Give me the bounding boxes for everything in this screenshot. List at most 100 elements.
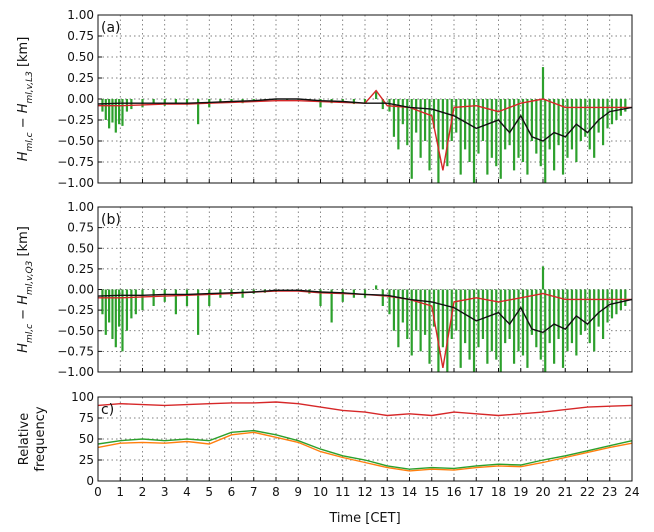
series-line: [97, 98, 633, 142]
y-tick-label: −0.25: [57, 113, 94, 127]
bar: [512, 289, 516, 364]
bar: [504, 99, 507, 150]
x-tick-label: 18: [491, 485, 506, 499]
bar: [134, 289, 137, 315]
bar: [121, 289, 124, 352]
bar: [530, 289, 533, 335]
y-tick-label: −0.50: [57, 324, 94, 338]
x-tick-label: 6: [228, 485, 236, 499]
y-axis-label-line2: frequency: [33, 406, 48, 472]
bar: [219, 99, 222, 104]
bar: [597, 289, 600, 327]
bar: [499, 289, 502, 372]
x-tick-label: 2: [139, 485, 147, 499]
x-tick-label: 14: [402, 485, 417, 499]
bar: [446, 289, 449, 372]
y-tick-label: 0: [86, 474, 94, 488]
bar: [114, 99, 117, 133]
bar: [432, 289, 436, 327]
bar: [468, 99, 471, 162]
x-tick-label: 4: [183, 485, 191, 499]
bar: [499, 99, 502, 179]
bar: [517, 289, 520, 352]
bar: [185, 99, 189, 105]
bar: [118, 289, 121, 327]
bar: [401, 99, 404, 125]
bar: [472, 99, 476, 183]
bar: [152, 289, 155, 306]
y-tick-label: 0.75: [67, 29, 94, 43]
bar: [101, 289, 104, 315]
x-tick-label: 1: [116, 485, 124, 499]
bar: [455, 99, 458, 133]
x-tick-label: 16: [446, 485, 461, 499]
bar: [441, 289, 444, 348]
panel-2: 1.00 0.75 0.50 0.25 0.00 −0.25 −0.50 −0.75 −1.00…: [16, 200, 633, 379]
series-line: [97, 401, 633, 417]
y-tick-label: 0.00: [67, 92, 94, 106]
bar: [570, 289, 574, 344]
bar: [406, 289, 409, 339]
y-axis-label: Hml,c − Hml,v,L3 [km]: [16, 37, 35, 162]
bar: [541, 266, 545, 290]
bar: [341, 289, 344, 302]
bar: [570, 99, 574, 150]
bar: [584, 99, 587, 137]
series-line: [97, 429, 633, 470]
bar: [477, 99, 480, 154]
bar: [553, 99, 556, 171]
x-tick-label: 20: [535, 485, 550, 499]
bar: [530, 99, 533, 141]
bar: [464, 99, 467, 150]
y-tick-label: −0.75: [57, 155, 94, 169]
x-tick-label: 9: [294, 485, 302, 499]
bar: [495, 99, 498, 167]
bar: [624, 289, 627, 306]
bar: [428, 99, 431, 171]
bar: [490, 99, 493, 158]
bar: [517, 99, 520, 158]
bar: [535, 289, 538, 348]
y-tick-label: 0.75: [67, 221, 94, 235]
series-line: [97, 289, 633, 334]
bar: [561, 99, 565, 175]
x-tick-label: 15: [424, 485, 439, 499]
bar: [601, 289, 605, 339]
y-tick-label: 0.25: [67, 71, 94, 85]
bar: [352, 99, 355, 105]
bar: [566, 99, 569, 158]
bar: [526, 99, 529, 175]
bar: [319, 289, 322, 306]
bar: [486, 99, 489, 175]
y-tick-label: 1.00: [67, 8, 94, 22]
bar: [615, 289, 618, 315]
bar: [125, 289, 129, 331]
bar: [437, 99, 440, 183]
bar: [185, 289, 189, 306]
bar: [252, 99, 255, 101]
bar: [104, 289, 107, 335]
bar: [557, 99, 560, 146]
bar: [392, 289, 396, 331]
bar: [286, 99, 289, 101]
bar: [446, 99, 449, 167]
bar: [319, 99, 322, 108]
series-line: [97, 431, 633, 472]
bar: [624, 99, 627, 112]
bar: [588, 99, 591, 150]
bar: [208, 289, 211, 306]
bar: [575, 99, 578, 162]
x-tick-label: 10: [313, 485, 328, 499]
bar: [512, 99, 516, 171]
bar: [541, 67, 545, 99]
x-tick-label: 21: [558, 485, 573, 499]
bar: [381, 289, 384, 306]
bar: [548, 99, 551, 150]
bar: [441, 99, 444, 150]
bar: [363, 99, 367, 104]
bar: [111, 289, 114, 339]
bar: [419, 289, 422, 352]
x-axis-label: Time [CET]: [328, 511, 400, 526]
x-tick-label: 22: [580, 485, 595, 499]
bar: [553, 289, 556, 364]
